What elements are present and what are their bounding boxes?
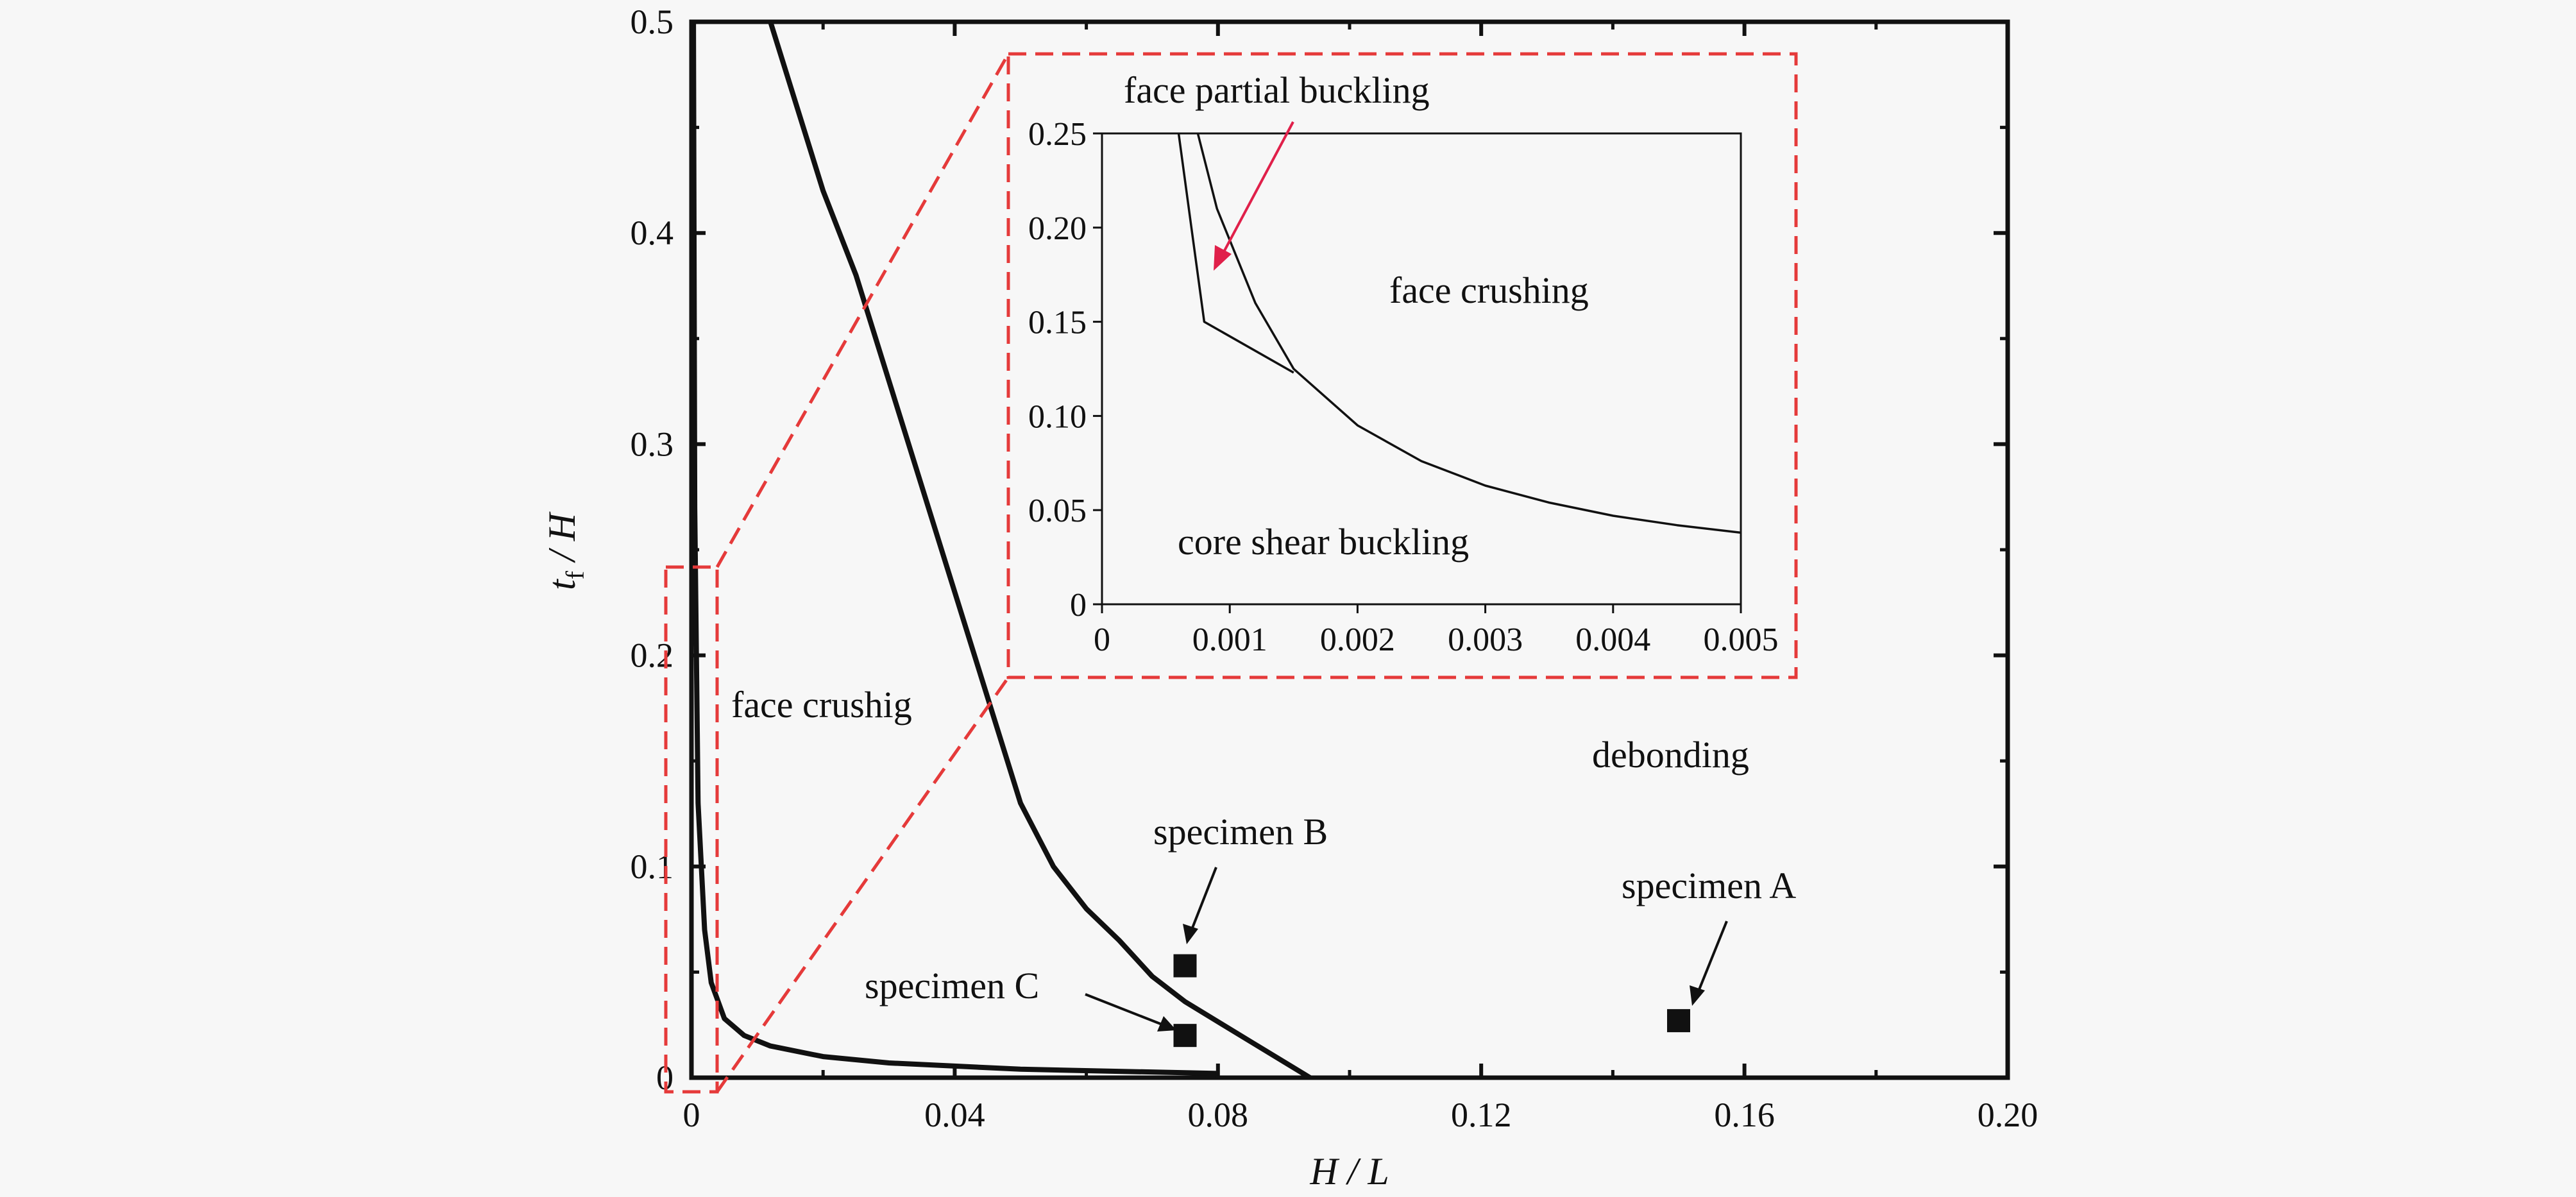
- inset-y-tick-label: 0.10: [1028, 398, 1087, 435]
- arrow-specimen-b-head: [1183, 924, 1198, 944]
- inset-border: [1006, 52, 1798, 679]
- inset-x-tick-label: 0.005: [1704, 622, 1779, 658]
- arrow-specimen-a-head: [1690, 985, 1705, 1006]
- x-tick-label: 0.12: [1451, 1096, 1512, 1134]
- zoom-connector: [664, 52, 1798, 1094]
- inset-axes-ticks: 0 0.001 0.002 0.003 0.004 0.005 0 0.05 0.10 0.15 0…: [1028, 116, 1779, 658]
- boundary-curve-1: [768, 21, 1312, 1080]
- y-axis-title: tf / H: [541, 511, 589, 590]
- y-tick-label: 0.3: [631, 425, 674, 463]
- zoom-line-bottom: [715, 676, 1010, 1093]
- inset-arrow-shaft: [1220, 121, 1294, 257]
- y-tick-label: 0.5: [631, 3, 674, 41]
- zoom-region-box: [664, 565, 719, 1094]
- specimen-a-marker: [1667, 1009, 1690, 1033]
- x-tick-label: 0: [683, 1096, 700, 1134]
- inset-arrow-head: [1214, 245, 1232, 271]
- specimen-c-marker: [1173, 1024, 1197, 1048]
- arrow-specimen-a-shaft: [1696, 921, 1728, 995]
- inset-label-face-partial-buckling: face partial buckling: [1124, 69, 1430, 111]
- inset-x-tick-label: 0: [1094, 622, 1110, 658]
- boundary-curve-2: [691, 21, 1218, 1076]
- zoom-line-top: [715, 53, 1010, 568]
- y-axis-title-suffix: / H: [541, 511, 583, 571]
- x-tick-label: 0.16: [1714, 1096, 1775, 1134]
- inset-label-core-shear-buckling: core shear buckling: [1178, 521, 1469, 563]
- y-tick-label: 0.4: [631, 214, 674, 252]
- inset-boundary-curve-2: [1196, 133, 1741, 534]
- inset-x-tick-label: 0.004: [1575, 622, 1650, 658]
- inset-x-tick-label: 0.002: [1320, 622, 1395, 658]
- inset-y-tick-label: 0.05: [1028, 493, 1087, 529]
- label-specimen-c: specimen C: [865, 965, 1039, 1006]
- inset-series-group: [1177, 133, 1741, 534]
- inset-plot-area: [1101, 132, 1742, 606]
- x-axis-title: H / L: [1309, 1150, 1389, 1193]
- label-specimen-a: specimen A: [1622, 865, 1796, 906]
- inset-x-tick-label: 0.001: [1192, 622, 1267, 658]
- x-tick-label: 0.08: [1188, 1096, 1249, 1134]
- inset-y-tick-label: 0.15: [1028, 305, 1087, 341]
- inset-x-tick-label: 0.003: [1448, 622, 1523, 658]
- x-tick-label: 0.04: [924, 1096, 985, 1134]
- x-tick-label: 0.20: [1978, 1096, 2038, 1134]
- main-series-group: [691, 21, 1690, 1080]
- inset-boundary-curve-1: [1177, 133, 1294, 374]
- y-axis-title-main: t: [541, 579, 583, 590]
- inset-label-face-crushing: face crushing: [1389, 269, 1589, 311]
- label-debonding: debonding: [1592, 734, 1749, 776]
- inset-y-tick-label: 0.25: [1028, 116, 1087, 153]
- label-specimen-b: specimen B: [1153, 811, 1328, 853]
- specimen-b-marker: [1173, 954, 1197, 978]
- inset-y-tick-label: 0.20: [1028, 210, 1087, 247]
- y-axis-title-subscript: f: [561, 570, 589, 579]
- arrow-specimen-c-shaft: [1085, 993, 1164, 1026]
- label-face-crushig: face crushig: [731, 684, 912, 726]
- inset-y-tick-label: 0: [1070, 587, 1087, 624]
- arrow-specimen-b-shaft: [1189, 867, 1217, 933]
- arrow-specimen-c-head: [1157, 1016, 1176, 1031]
